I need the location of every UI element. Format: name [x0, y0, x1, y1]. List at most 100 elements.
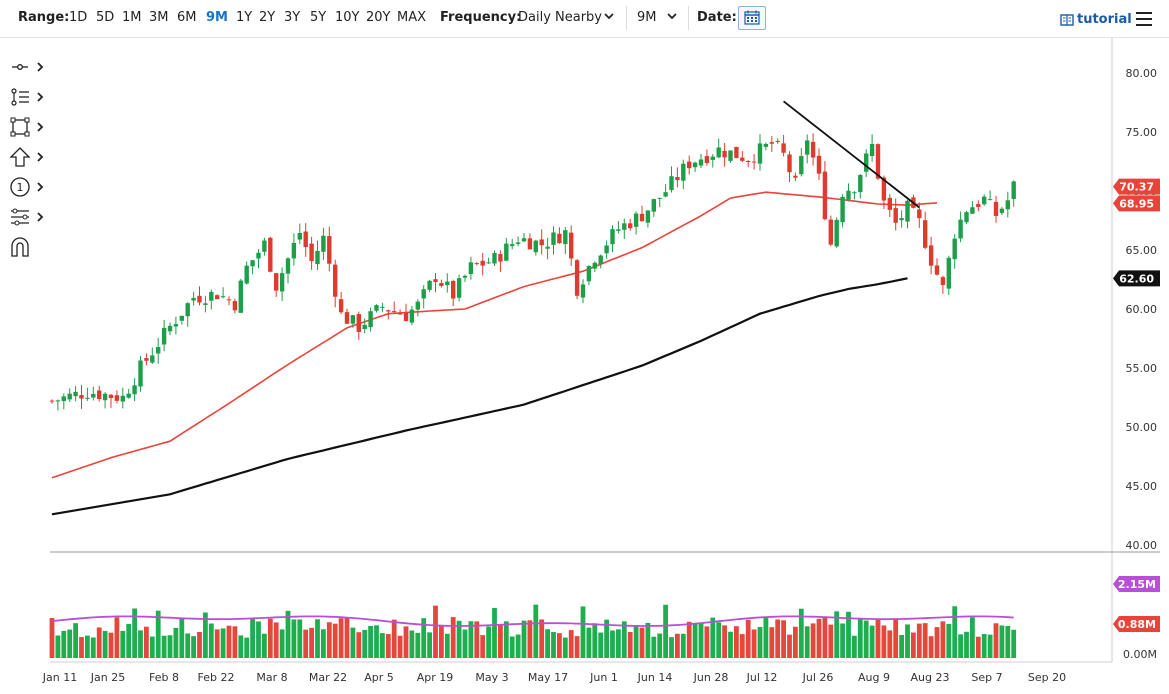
volume-bar [592, 623, 598, 658]
candle-body [303, 231, 308, 248]
volume-bar [415, 632, 421, 658]
volume-bar [775, 619, 781, 658]
volume-bar [893, 618, 899, 658]
candle [1005, 191, 1010, 218]
candle-body [102, 393, 108, 401]
divider [688, 6, 689, 30]
candle [91, 386, 96, 401]
draw-lines-tool[interactable] [8, 85, 50, 109]
volume-bar [946, 624, 952, 658]
volume-bar [368, 625, 373, 658]
volume-bar [869, 625, 875, 658]
volume-bar [911, 632, 916, 658]
volume-bar [940, 621, 946, 658]
candle-body [120, 395, 125, 402]
volume-bar [421, 618, 427, 658]
candle [934, 258, 940, 276]
candle-body [510, 244, 515, 247]
date-tick-label: Jun 28 [693, 671, 729, 684]
candle [144, 353, 149, 366]
candle [338, 291, 344, 315]
candle-body [746, 161, 751, 163]
volume-bar [220, 628, 226, 658]
volume-bar [256, 621, 261, 658]
chevron-down-icon[interactable] [604, 12, 614, 20]
candle-body [144, 358, 149, 361]
volume-bar [739, 634, 745, 658]
candle [887, 194, 892, 217]
candle [167, 322, 173, 336]
candle [403, 303, 409, 322]
candle [374, 304, 379, 313]
candle-body [610, 229, 615, 245]
shapes-tool[interactable] [8, 115, 50, 139]
range-1m[interactable]: 1M [122, 10, 142, 25]
range-1y[interactable]: 1Y [236, 10, 253, 25]
candle-body [928, 245, 934, 266]
volume-bar [692, 623, 698, 658]
toolbar: Range: 1D 5D 1M 3M 6M 9M 1Y 2Y 3Y 5Y 10Y 20Y MAX Fre… [0, 0, 1169, 38]
volume-bar [557, 633, 562, 658]
volume-bar [857, 618, 863, 658]
chart-frame [50, 38, 1160, 663]
candle [551, 226, 556, 255]
volume-bar [321, 629, 326, 658]
chevron-down-icon[interactable] [667, 12, 677, 20]
frequency-select[interactable]: Daily Nearby [518, 10, 603, 25]
candle [73, 385, 78, 402]
candle-body [297, 232, 302, 240]
range-3m[interactable]: 3M [149, 10, 169, 25]
period-select[interactable]: 9M [637, 10, 657, 25]
volume-bar [356, 632, 362, 658]
candle [875, 143, 881, 180]
candle-body [834, 219, 839, 247]
volume-bar [616, 629, 621, 658]
range-10y[interactable]: 10Y [335, 10, 360, 25]
candle-body [291, 242, 297, 259]
candle [822, 161, 828, 221]
magnet-tool[interactable] [8, 235, 50, 259]
volume-bar [90, 637, 96, 658]
range-5y[interactable]: 5Y [310, 10, 327, 25]
candle [881, 175, 887, 209]
volume-bar [781, 620, 786, 658]
range-6m[interactable]: 6M [177, 10, 197, 25]
tutorial-link[interactable]: tutorial [1077, 12, 1132, 27]
range-3y[interactable]: 3Y [284, 10, 301, 25]
arrow-tool[interactable] [8, 145, 50, 169]
candle-body [309, 243, 314, 262]
annotation-tool[interactable]: 1 [8, 175, 50, 199]
volume-bar [126, 623, 132, 658]
price-chart[interactable]: 80.0075.0070.0065.0060.0055.0050.0045.00… [0, 38, 1169, 694]
candle-body [91, 393, 96, 398]
volume-bar [745, 619, 751, 658]
crosshair-tool[interactable] [8, 55, 50, 79]
ma200-tag-text: 62.60 [1119, 272, 1154, 285]
volume-bar [409, 630, 415, 658]
range-5d[interactable]: 5D [96, 10, 115, 25]
range-2y[interactable]: 2Y [259, 10, 276, 25]
candle-body [85, 397, 90, 399]
range-1d[interactable]: 1D [69, 10, 88, 25]
candle [710, 154, 715, 168]
volume-bar [787, 634, 792, 658]
range-max[interactable]: MAX [397, 10, 427, 25]
tutorial-icon[interactable] [1060, 14, 1074, 26]
date-picker-button[interactable] [738, 6, 766, 30]
range-20y[interactable]: 20Y [366, 10, 391, 25]
volume-bar [362, 629, 368, 658]
menu-icon[interactable] [1136, 12, 1152, 26]
candle [987, 190, 993, 201]
fibonacci-tool[interactable] [8, 205, 50, 229]
candle [616, 221, 621, 234]
volume-tick-label: 0.00M [1123, 648, 1157, 661]
candle [952, 234, 957, 269]
candle-body [338, 299, 344, 313]
volume-bar [114, 617, 120, 658]
candle-body [893, 208, 898, 223]
candle-body [486, 262, 491, 264]
candle [368, 307, 373, 332]
candle-body [846, 190, 851, 200]
ma50-tag-text: 68.95 [1119, 197, 1154, 210]
range-9m[interactable]: 9M [206, 10, 228, 25]
